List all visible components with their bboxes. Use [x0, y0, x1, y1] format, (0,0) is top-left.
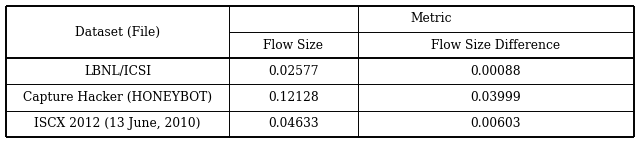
Text: Metric: Metric — [411, 12, 452, 25]
Text: 0.12128: 0.12128 — [268, 91, 319, 104]
Text: Flow Size: Flow Size — [263, 39, 323, 52]
Text: 0.00088: 0.00088 — [470, 65, 521, 78]
Text: 0.03999: 0.03999 — [470, 91, 521, 104]
Text: Flow Size Difference: Flow Size Difference — [431, 39, 560, 52]
Text: 0.02577: 0.02577 — [268, 65, 319, 78]
Text: Dataset (File): Dataset (File) — [75, 26, 160, 39]
Text: Capture Hacker (HONEYBOT): Capture Hacker (HONEYBOT) — [23, 91, 212, 104]
Text: LBNL/ICSI: LBNL/ICSI — [84, 65, 151, 78]
Text: 0.04633: 0.04633 — [268, 117, 319, 130]
Text: ISCX 2012 (13 June, 2010): ISCX 2012 (13 June, 2010) — [35, 117, 201, 130]
Text: 0.00603: 0.00603 — [470, 117, 521, 130]
